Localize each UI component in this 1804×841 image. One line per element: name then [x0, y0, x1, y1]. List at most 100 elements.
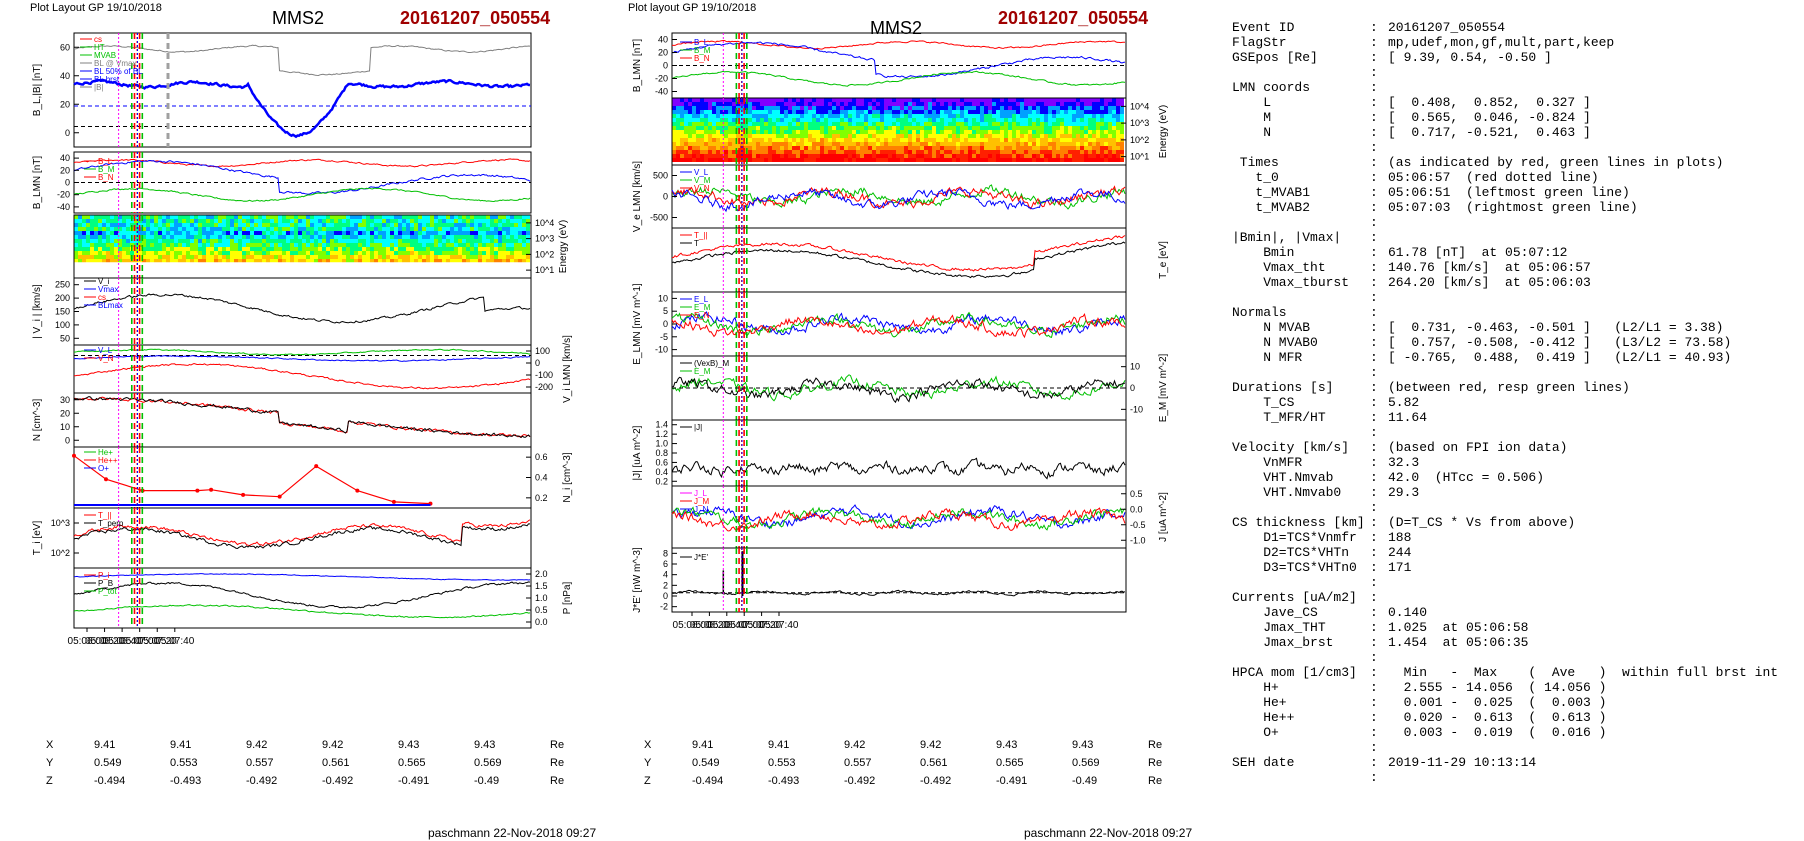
heatmap-cell [1108, 154, 1112, 158]
heatmap-cell [844, 158, 848, 162]
heatmap-cell [704, 130, 708, 134]
heatmap-cell [852, 142, 856, 146]
info-row: t_MVAB2:05:07:03 (rightmost green line) [1232, 200, 1804, 215]
heatmap-cell [310, 239, 314, 243]
heatmap-cell [114, 227, 118, 231]
heatmap-cell [1036, 134, 1040, 138]
heatmap-cell [502, 223, 506, 227]
heatmap-cell [856, 130, 860, 134]
position-value: 0.565 [996, 757, 1024, 769]
heatmap-cell [1068, 122, 1072, 126]
heatmap-cell [936, 118, 940, 122]
heatmap-cell [1116, 138, 1120, 142]
legend-label: B_N [98, 173, 114, 182]
heatmap-cell [494, 223, 498, 227]
heatmap-cell [840, 146, 844, 150]
heatmap-cell [792, 110, 796, 114]
heatmap-cell [118, 231, 122, 235]
heatmap-cell [1036, 122, 1040, 126]
heatmap-cell [776, 110, 780, 114]
heatmap-cell [1020, 146, 1024, 150]
heatmap-cell [430, 235, 434, 239]
heatmap-cell [210, 259, 214, 263]
heatmap-cell [1084, 134, 1088, 138]
heatmap-cell [490, 215, 494, 219]
heatmap-cell [418, 215, 422, 219]
heatmap-cell [198, 219, 202, 223]
heatmap-cell [996, 146, 1000, 150]
heatmap-cell [166, 235, 170, 239]
heatmap-cell [82, 223, 86, 227]
heatmap-cell [796, 118, 800, 122]
heatmap-cell [226, 219, 230, 223]
heatmap-cell [992, 146, 996, 150]
heatmap-cell [298, 259, 302, 263]
heatmap-cell [1088, 102, 1092, 106]
heatmap-cell [1024, 130, 1028, 134]
heatmap-cell [518, 259, 522, 263]
heatmap-cell [266, 255, 270, 259]
heatmap-cell [808, 142, 812, 146]
heatmap-cell [728, 98, 732, 102]
bn-trace [671, 70, 1126, 87]
heatmap-cell [1112, 146, 1116, 150]
heatmap-cell [704, 158, 708, 162]
heatmap-cell [78, 239, 82, 243]
heatmap-cell [402, 223, 406, 227]
heatmap-cell [1044, 126, 1048, 130]
heatmap-cell [1016, 110, 1020, 114]
heatmap-cell [490, 223, 494, 227]
heatmap-cell [872, 130, 876, 134]
heatmap-cell [1064, 146, 1068, 150]
heatmap-cell [314, 227, 318, 231]
heatmap-cell [1012, 102, 1016, 106]
heatmap-cell [1000, 106, 1004, 110]
heatmap-cell [298, 235, 302, 239]
heatmap-cell [242, 255, 246, 259]
heatmap-cell [482, 251, 486, 255]
heatmap-cell [150, 235, 154, 239]
heatmap-cell [828, 110, 832, 114]
heatmap-cell [900, 142, 904, 146]
heatmap-cell [470, 243, 474, 247]
heatmap-cell [390, 243, 394, 247]
heatmap-cell [302, 247, 306, 251]
info-colon: : [1370, 95, 1378, 110]
y-tick-label-M5: -5 [660, 332, 668, 342]
heatmap-cell [984, 126, 988, 130]
heatmap-cell [122, 223, 126, 227]
heatmap-cell [912, 154, 916, 158]
heatmap-cell [494, 255, 498, 259]
heatmap-cell [406, 251, 410, 255]
heatmap-cell [434, 251, 438, 255]
heatmap-cell [748, 106, 752, 110]
position-value: -0.493 [768, 775, 800, 787]
heatmap-cell [422, 239, 426, 243]
heatmap-cell [238, 227, 242, 231]
heatmap-cell [1108, 138, 1112, 142]
heatmap-cell [150, 231, 154, 235]
heatmap-cell [800, 150, 804, 154]
heatmap-cell [1024, 126, 1028, 130]
heatmap-cell [768, 158, 772, 162]
heatmap-cell [170, 235, 174, 239]
heatmap-cell [302, 239, 306, 243]
info-key: N [1232, 125, 1272, 140]
heatmap-cell [174, 251, 178, 255]
heatmap-cell [956, 130, 960, 134]
bm-trace [671, 41, 1126, 79]
heatmap-cell [1048, 150, 1052, 154]
heatmap-cell [980, 102, 984, 106]
heatmap-cell [298, 219, 302, 223]
position-value: 9.43 [996, 739, 1018, 751]
heatmap-cell [1104, 110, 1108, 114]
heatmap-cell [314, 247, 318, 251]
heatmap-cell [916, 130, 920, 134]
heatmap-cell [1092, 138, 1096, 142]
y-axis-label: E_M [mV m^-2] [1158, 353, 1169, 422]
heatmap-cell [230, 231, 234, 235]
heatmap-cell [434, 231, 438, 235]
heatmap-cell [952, 146, 956, 150]
heatmap-cell [1080, 122, 1084, 126]
heatmap-cell [672, 118, 676, 122]
